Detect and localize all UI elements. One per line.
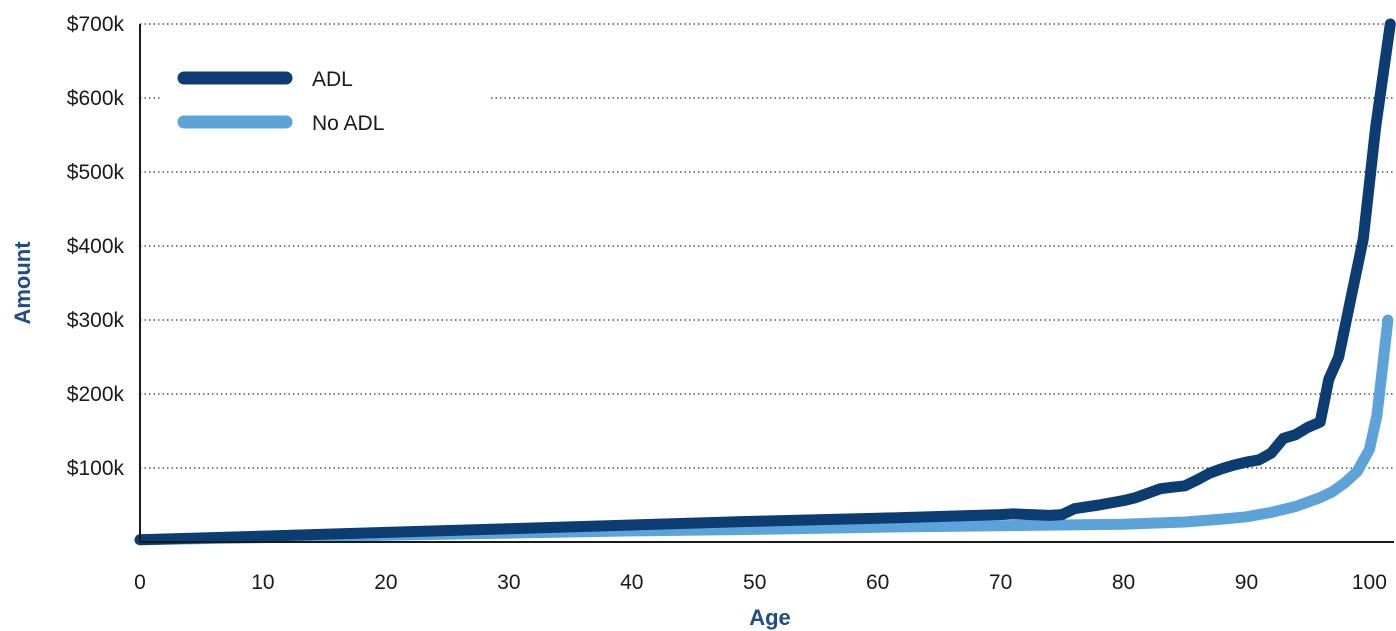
y-tick-label: $400k (67, 235, 125, 258)
x-tick-label: 30 (497, 571, 520, 594)
series-line-no-adl (134, 314, 1394, 546)
legend-label-no-adl: No ADL (312, 112, 384, 135)
y-tick-label: $500k (67, 161, 125, 184)
series-lines (134, 18, 1396, 546)
y-tick-label: $600k (67, 87, 125, 110)
x-axis-tick-labels: 0 10 20 30 40 50 60 70 80 90 100 (134, 571, 1387, 594)
y-tick-label: $700k (67, 13, 125, 36)
x-tick-label: 50 (743, 571, 766, 594)
x-tick-label: 100 (1352, 571, 1387, 594)
x-axis-title: Age (749, 605, 791, 630)
x-tick-label: 0 (134, 571, 146, 594)
y-tick-label: $300k (67, 309, 125, 332)
x-tick-label: 90 (1235, 571, 1258, 594)
y-tick-label: $100k (67, 457, 125, 480)
x-tick-label: 80 (1112, 571, 1135, 594)
y-tick-label: $200k (67, 383, 125, 406)
x-tick-label: 40 (620, 571, 643, 594)
series-line-adl (134, 18, 1396, 546)
x-tick-label: 10 (251, 571, 274, 594)
legend-label-adl: ADL (312, 68, 353, 91)
legend-background (160, 52, 490, 152)
x-tick-label: 20 (374, 571, 397, 594)
y-axis-tick-labels: $100k $200k $300k $400k $500k $600k $700k (67, 13, 125, 480)
x-tick-label: 70 (989, 571, 1012, 594)
gridlines (140, 23, 1394, 469)
legend: ADL No ADL (160, 52, 490, 152)
y-axis-title: Amount (10, 241, 35, 325)
x-tick-label: 60 (866, 571, 889, 594)
